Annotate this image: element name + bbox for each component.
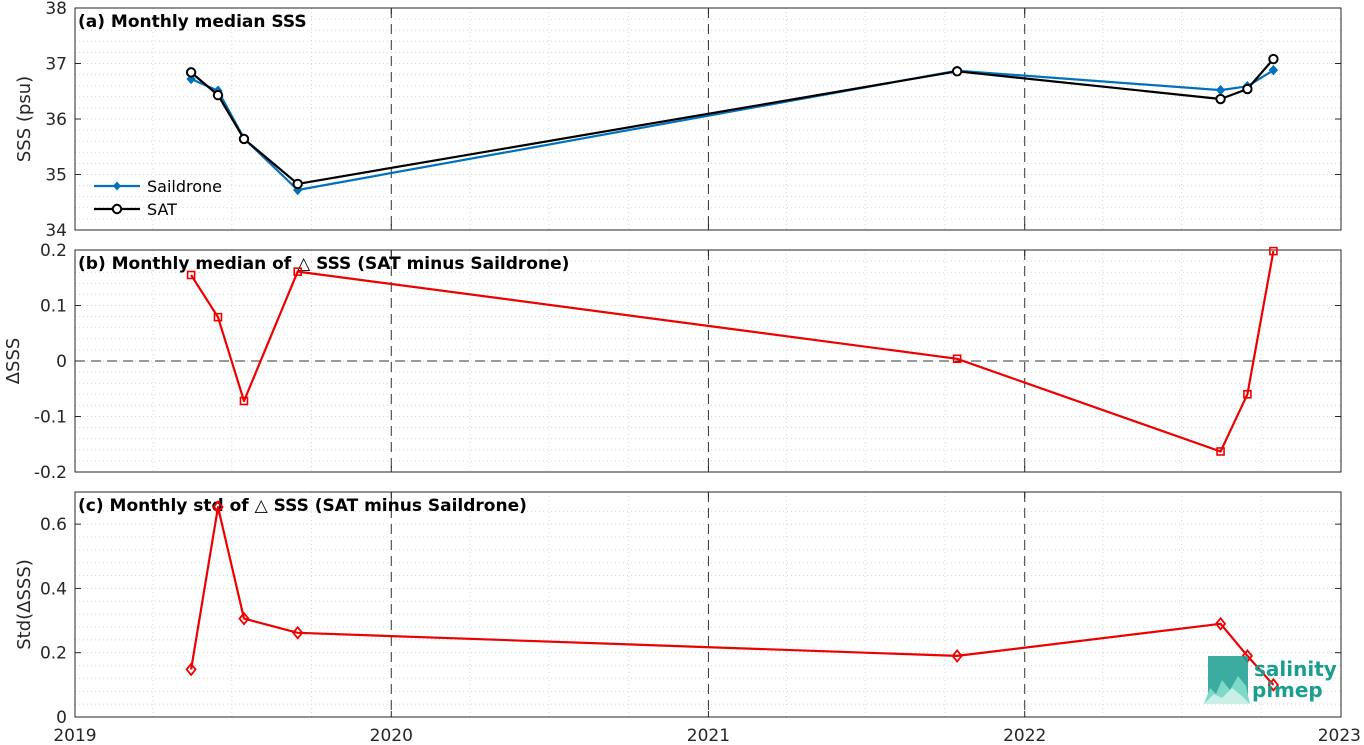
x-tick-label: 2022: [1003, 726, 1046, 745]
data-point: [212, 89, 224, 101]
y-tick-label: -0.1: [34, 408, 67, 428]
data-point: [238, 133, 250, 145]
y-tick-label: -0.2: [34, 463, 67, 483]
y-tick-label: 0: [56, 352, 67, 372]
data-point: [238, 611, 250, 626]
data-point: [292, 178, 303, 190]
legend-label: Saildrone: [147, 177, 222, 196]
panel-title: (a) Monthly median SSS: [78, 12, 307, 32]
y-tick-label: 0.2: [40, 241, 67, 261]
data-point: [239, 396, 249, 406]
x-tick-label: 2019: [53, 726, 96, 745]
data-point: [186, 270, 196, 280]
y-tick-label: 0.4: [40, 579, 67, 599]
data-point: [1243, 389, 1252, 399]
y-tick-label: 0.1: [40, 297, 67, 317]
y-tick-label: 36: [45, 110, 67, 130]
salinity-pimep-logo: salinity pi mep: [1204, 656, 1337, 704]
panel-title: (c) Monthly std of △ SSS (SAT minus Sail…: [78, 496, 527, 516]
legend-marker: [111, 203, 123, 215]
y-tick-label: 35: [45, 166, 67, 186]
data-point: [1242, 83, 1253, 95]
y-tick-label: 37: [45, 55, 67, 75]
y-axis-label: Std(ΔSSS): [14, 559, 35, 650]
y-tick-label: 34: [45, 221, 67, 241]
x-tick-label: 2021: [687, 726, 730, 745]
legend: Saildrone SAT: [94, 177, 222, 219]
data-point: [952, 354, 962, 364]
y-axis-label: ΔSSS: [3, 338, 24, 385]
legend-marker: [113, 181, 121, 191]
panel-a: 34 35 36 37 38 SSS (psu) (a) Monthly median SS…: [14, 0, 1342, 241]
y-tick-label: 38: [45, 0, 67, 19]
data-point: [1216, 447, 1225, 456]
data-point: [1214, 616, 1227, 631]
y-tick-label: 0.6: [40, 515, 67, 535]
y-axis-label: SSS (psu): [14, 76, 35, 162]
data-point: [1269, 246, 1278, 256]
series-line: [190, 250, 1275, 453]
panel-b: -0.2 -0.1 0 0.1 0.2 ΔSSS (b) Monthly median of…: [3, 241, 1342, 483]
data-point: [951, 649, 963, 663]
data-point: [1267, 677, 1280, 692]
y-tick-label: 0: [56, 708, 67, 728]
data-point: [951, 66, 963, 77]
logo-text-line1: salinity: [1254, 657, 1337, 681]
data-point: [213, 312, 223, 322]
logo-text-line2: pi: [1252, 678, 1273, 702]
data-point: [185, 662, 197, 677]
x-tick-label: 2023: [1318, 726, 1361, 745]
legend-label: SAT: [147, 200, 177, 219]
data-point: [293, 267, 302, 276]
data-point: [1215, 93, 1226, 105]
panel-title: (b) Monthly median of △ SSS (SAT minus S…: [78, 254, 569, 274]
y-tick-label: 0.2: [40, 644, 67, 664]
data-point: [1268, 64, 1279, 76]
data-point: [212, 500, 224, 515]
series-line: [190, 506, 1275, 686]
data-point: [185, 67, 197, 78]
x-tick-label: 2020: [370, 726, 413, 745]
data-point: [292, 625, 304, 640]
data-point: [1268, 53, 1279, 65]
panel-c: 0 0.2 0.4 0.6 2019 2020 2021 2022 2023 Std(ΔSSS) (…: [14, 491, 1361, 745]
logo-text-line3: mep: [1274, 678, 1323, 702]
